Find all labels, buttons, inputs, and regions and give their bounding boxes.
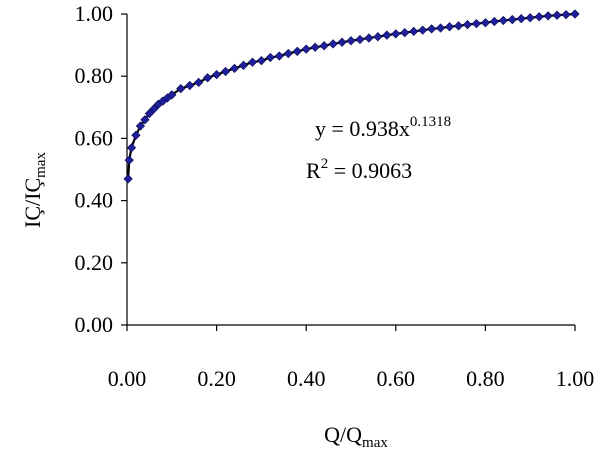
data-point xyxy=(570,9,580,19)
data-point xyxy=(382,30,392,40)
data-point xyxy=(480,18,491,28)
data-point xyxy=(400,28,410,38)
data-point xyxy=(301,44,311,54)
x-tick-label: 1.00 xyxy=(556,366,595,391)
data-point xyxy=(337,37,347,47)
axes xyxy=(126,14,575,326)
data-point xyxy=(265,52,275,63)
y-axis-title: IÇ/IÇmax xyxy=(20,152,49,228)
data-point xyxy=(126,143,137,153)
data-point xyxy=(453,21,464,31)
data-point xyxy=(561,9,571,20)
data-point xyxy=(319,41,329,51)
data-point xyxy=(435,23,446,33)
data-point xyxy=(283,48,293,59)
data-point xyxy=(418,25,428,35)
y-ticks: 0.00 0.20 0.40 0.60 0.80 1.00 xyxy=(75,1,127,337)
data-point xyxy=(247,57,258,67)
data-point xyxy=(525,13,535,23)
y-tick-label: 0.80 xyxy=(75,63,114,88)
data-points xyxy=(123,9,580,184)
trend-equation: y = 0.938x0.1318 xyxy=(315,114,451,141)
data-point xyxy=(534,12,544,22)
x-tick-label: 0.00 xyxy=(108,366,147,391)
data-point xyxy=(185,80,195,91)
data-point xyxy=(194,77,204,88)
data-point xyxy=(292,46,302,56)
data-point xyxy=(471,19,482,29)
data-point xyxy=(211,70,222,80)
y-tick-label: 0.20 xyxy=(75,250,114,275)
data-point xyxy=(373,32,383,42)
data-point xyxy=(149,104,159,114)
x-axis-title: Q/Qmax xyxy=(324,422,388,449)
data-point xyxy=(238,60,249,70)
data-point xyxy=(229,63,240,74)
data-point xyxy=(364,33,374,43)
data-point xyxy=(507,14,517,25)
y-tick-label: 1.00 xyxy=(75,1,114,26)
x-tick-label: 0.40 xyxy=(287,366,326,391)
trend-r-squared: R2 = 0.9063 xyxy=(306,156,412,183)
data-point xyxy=(543,11,553,21)
data-point xyxy=(310,42,320,52)
y-tick-label: 0.40 xyxy=(75,188,114,213)
data-point xyxy=(444,22,455,32)
data-point xyxy=(409,26,419,37)
data-point xyxy=(167,90,177,100)
data-point xyxy=(123,174,133,184)
data-point xyxy=(144,108,155,119)
data-point xyxy=(131,130,141,140)
data-point xyxy=(203,73,213,83)
data-point xyxy=(256,56,267,66)
x-ticks: 0.00 0.20 0.40 0.60 0.80 1.00 xyxy=(108,325,595,391)
data-point xyxy=(462,19,473,30)
data-point xyxy=(124,155,134,165)
y-tick-label: 0.00 xyxy=(75,312,114,337)
data-point xyxy=(220,66,231,77)
data-point xyxy=(489,16,499,27)
data-point xyxy=(498,15,508,26)
data-point xyxy=(516,14,526,24)
data-point xyxy=(552,10,562,20)
data-point xyxy=(355,34,365,45)
data-point xyxy=(346,36,356,46)
data-point xyxy=(274,51,284,61)
data-point xyxy=(391,29,401,39)
x-tick-label: 0.80 xyxy=(466,366,505,391)
data-point xyxy=(176,84,186,94)
data-point xyxy=(427,24,437,34)
x-tick-label: 0.20 xyxy=(197,366,236,391)
y-tick-label: 0.60 xyxy=(75,125,114,150)
data-point xyxy=(328,39,338,49)
data-point xyxy=(135,121,146,131)
data-point xyxy=(140,115,150,125)
x-tick-label: 0.60 xyxy=(377,366,416,391)
